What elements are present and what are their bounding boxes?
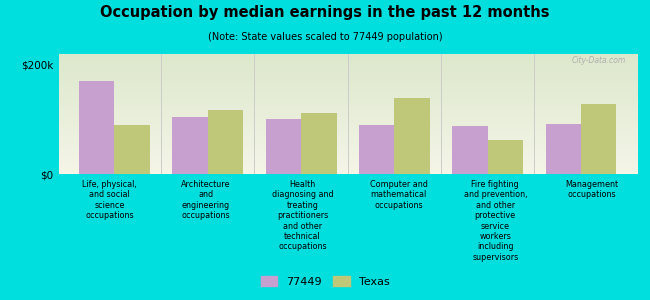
Bar <box>79 81 114 174</box>
Bar <box>452 126 488 174</box>
Bar <box>488 140 523 174</box>
Text: Management
occupations: Management occupations <box>565 180 618 200</box>
Bar <box>359 125 395 174</box>
Bar <box>172 117 208 174</box>
Bar <box>114 125 150 174</box>
Bar <box>581 104 616 174</box>
Bar <box>301 113 337 174</box>
Text: City-Data.com: City-Data.com <box>571 56 625 65</box>
Text: Computer and
mathematical
occupations: Computer and mathematical occupations <box>370 180 428 210</box>
Bar <box>395 98 430 174</box>
Text: Life, physical,
and social
science
occupations: Life, physical, and social science occup… <box>83 180 137 220</box>
Text: (Note: State values scaled to 77449 population): (Note: State values scaled to 77449 popu… <box>208 32 442 41</box>
Bar <box>545 124 581 174</box>
Text: Fire fighting
and prevention,
and other
protective
service
workers
including
sup: Fire fighting and prevention, and other … <box>463 180 527 262</box>
Bar <box>208 110 243 174</box>
Text: Occupation by median earnings in the past 12 months: Occupation by median earnings in the pas… <box>100 4 550 20</box>
Text: Health
diagnosing and
treating
practitioners
and other
technical
occupations: Health diagnosing and treating practitio… <box>272 180 333 251</box>
Legend: 77449, Texas: 77449, Texas <box>256 272 394 291</box>
Bar <box>266 119 301 174</box>
Text: Architecture
and
engineering
occupations: Architecture and engineering occupations <box>181 180 231 220</box>
